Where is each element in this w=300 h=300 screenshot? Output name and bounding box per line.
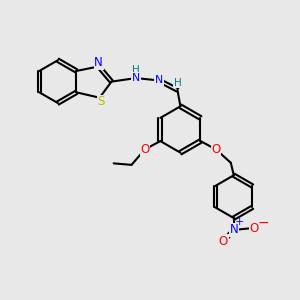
Text: −: − [258, 216, 269, 230]
Text: O: O [140, 143, 149, 156]
Text: S: S [98, 95, 105, 108]
Text: H: H [174, 78, 181, 88]
Text: O: O [219, 235, 228, 248]
Text: N: N [94, 56, 103, 69]
Text: O: O [211, 143, 220, 156]
Text: H: H [132, 65, 140, 75]
Text: N: N [230, 224, 238, 236]
Text: O: O [249, 222, 259, 235]
Text: N: N [155, 76, 163, 85]
Text: +: + [235, 217, 244, 226]
Text: N: N [132, 73, 140, 83]
